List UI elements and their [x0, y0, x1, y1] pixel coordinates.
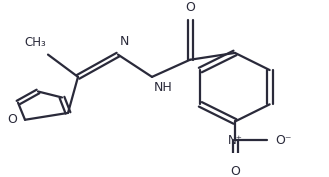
Text: CH₃: CH₃ — [24, 36, 46, 49]
Text: O: O — [185, 1, 195, 14]
Text: O⁻: O⁻ — [275, 134, 291, 147]
Text: O: O — [7, 113, 17, 126]
Text: N⁺: N⁺ — [228, 134, 242, 147]
Text: NH: NH — [154, 81, 173, 94]
Text: O: O — [230, 165, 240, 177]
Text: N: N — [120, 35, 129, 48]
